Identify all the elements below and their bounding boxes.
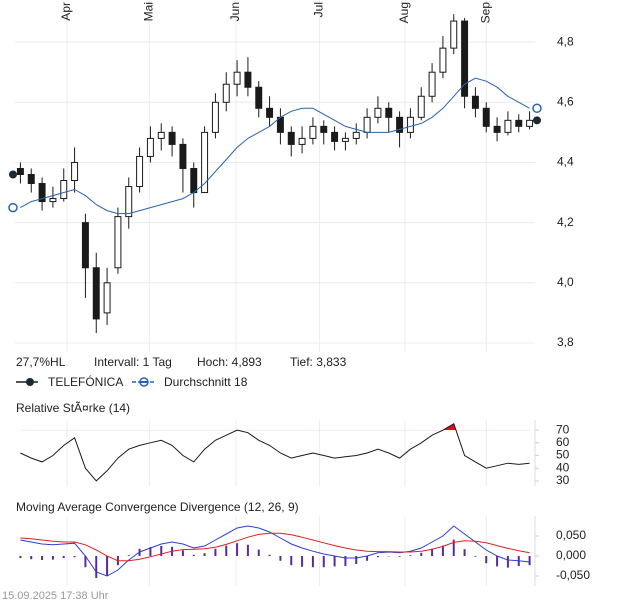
candle-body [298, 137, 306, 145]
footer: 15.09.2025 17:38 Uhr [2, 590, 109, 602]
y-tick-label: 70 [556, 422, 570, 436]
candle-body [526, 119, 534, 127]
line [20, 423, 530, 482]
candle-body [352, 131, 360, 139]
panel: -0,050 0,000 0,050 [19, 516, 590, 586]
candle-body [103, 282, 111, 314]
end-marker [533, 116, 541, 125]
candle-body [157, 131, 165, 139]
candle-body [92, 267, 100, 320]
y-tick-label: 50 [556, 448, 570, 462]
candle-body [244, 71, 252, 88]
candle-body [341, 137, 349, 142]
candle-body [49, 198, 57, 203]
y-tick-label: 30 [556, 473, 570, 487]
y-tick-label: 4,4 [557, 155, 574, 169]
x-tick-label: Jun [228, 2, 242, 21]
candle-body [428, 71, 436, 97]
candle-body [71, 161, 79, 182]
start-marker [9, 170, 17, 179]
candle-body [482, 107, 490, 127]
candle-body [374, 107, 382, 118]
candle-body [320, 125, 328, 133]
candle-body [168, 131, 176, 145]
candle-body [190, 167, 198, 194]
candle-body [136, 155, 144, 188]
candle-body [27, 173, 35, 185]
candle-body [309, 125, 317, 139]
legend-label[interactable]: Durchschnitt 18 [164, 375, 248, 389]
y-tick-label: 4,8 [557, 34, 574, 48]
candle-body [146, 137, 154, 157]
candle-body [471, 95, 479, 109]
end-marker [532, 103, 542, 114]
y-tick-label: 3,8 [557, 335, 574, 349]
candle-body [211, 101, 219, 133]
candle-body [222, 83, 230, 103]
high: Hoch: 4,893 [197, 355, 262, 369]
overbought-fill [442, 423, 456, 431]
y-tick-label: 40 [556, 460, 570, 474]
rsi-title: Relative StÃ¤rke (14) [16, 401, 130, 415]
y-tick-label: 4,6 [557, 94, 574, 108]
candle-body [287, 131, 295, 145]
candle-body [385, 107, 393, 118]
x-tick-label: Sep [478, 2, 492, 24]
candle-body [179, 143, 187, 169]
candle-body [406, 116, 414, 133]
y-tick-label: 0,050 [556, 528, 586, 542]
candle-body [233, 71, 241, 85]
line [20, 77, 530, 215]
candle-body [439, 47, 447, 73]
candle-body [493, 125, 501, 133]
candle-body [114, 216, 122, 269]
macd-title: Moving Average Convergence Divergence (1… [16, 500, 299, 514]
interval: Intervall: 1 Tag [94, 355, 172, 369]
candle-body [125, 186, 133, 218]
line [20, 532, 530, 562]
candle-body [417, 95, 425, 118]
start-marker [8, 202, 18, 213]
candle-body [363, 116, 371, 133]
candle-body [81, 222, 89, 269]
panel: Apr Mai Jun Jul Aug Sep 3,8 4,0 4,2 4,4 4,6 4,8 [8, 0, 574, 352]
candle-body [38, 183, 46, 203]
legend: TELEFÓNICA Durchschnitt 18 [16, 374, 248, 389]
legend-label[interactable]: TELEFÓNICA [48, 374, 123, 389]
y-tick-label: 0,000 [556, 548, 586, 562]
candle-body [201, 131, 209, 194]
candle-body [461, 20, 469, 97]
candle-body [266, 107, 274, 118]
candle-body [255, 86, 263, 109]
candle-body [16, 167, 24, 175]
candle-body [60, 180, 68, 200]
candle-body [450, 20, 458, 49]
x-tick-label: Mai [142, 2, 156, 21]
x-tick-label: Jul [312, 2, 326, 17]
y-tick-label: 60 [556, 435, 570, 449]
y-tick-label: 4,0 [557, 275, 574, 289]
candle-body [515, 119, 523, 127]
line [20, 525, 530, 577]
low: Tief: 3,833 [290, 355, 347, 369]
candle-body [331, 131, 339, 142]
x-tick-label: Aug [397, 2, 411, 23]
legend-dot [26, 378, 34, 386]
x-tick-label: Apr [59, 2, 73, 21]
candle-body [504, 119, 512, 133]
candle-body [396, 116, 404, 133]
range: 27,7%HL [16, 355, 66, 369]
y-tick-label: 4,2 [557, 215, 574, 229]
y-tick-label: -0,050 [556, 568, 590, 582]
